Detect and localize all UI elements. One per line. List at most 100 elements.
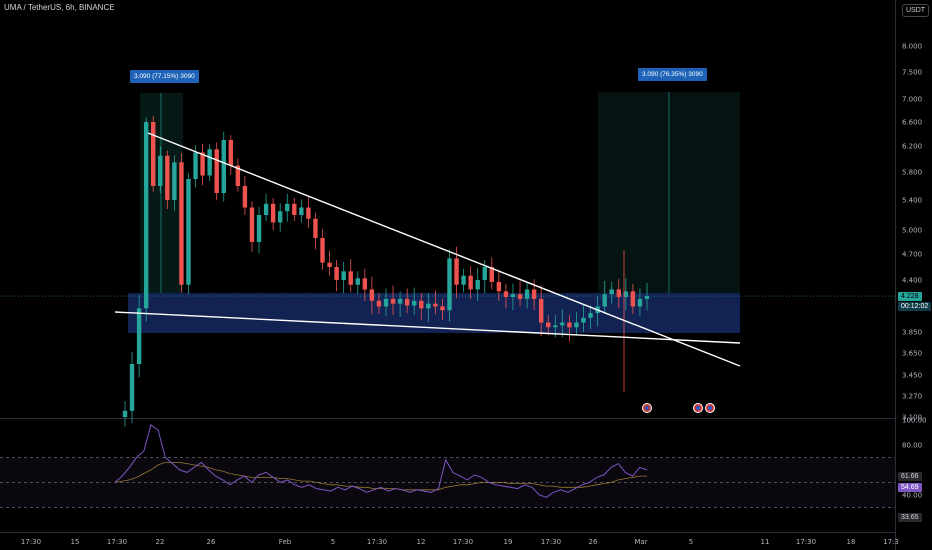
candle [419, 300, 424, 309]
candle [553, 325, 558, 328]
candle [574, 322, 579, 328]
candle [468, 275, 473, 290]
candle [179, 162, 184, 285]
candle [383, 298, 389, 307]
candle [581, 317, 586, 323]
candle [567, 322, 572, 328]
candle [235, 165, 241, 186]
time-tick-label: 17:30 [541, 538, 561, 546]
time-tick-label: 12 [417, 538, 426, 546]
price-tick-label: 4.700 [902, 251, 922, 259]
candle [334, 267, 339, 280]
candle [158, 155, 163, 186]
candle [228, 140, 234, 166]
rsi-ma-line [114, 461, 647, 491]
candle [644, 296, 650, 299]
price-tick-label: 4.400 [902, 277, 922, 285]
us-flag-icon[interactable] [642, 403, 652, 413]
candle [602, 294, 607, 307]
time-tick-label: 17:3 [883, 538, 899, 546]
candle [482, 267, 487, 280]
candle [524, 289, 530, 299]
candle [207, 149, 212, 176]
candle [151, 122, 156, 186]
candle [277, 211, 283, 223]
candle [327, 262, 332, 267]
rsi-line [114, 424, 648, 498]
candle [221, 140, 226, 193]
price-tick-label: 3.100 [902, 414, 922, 422]
candle [129, 364, 135, 411]
time-tick-label: 17:30 [796, 538, 816, 546]
price-scale-border [895, 0, 896, 550]
time-tick-label: 17:30 [21, 538, 41, 546]
price-tick-label: 5.000 [902, 227, 922, 235]
candle [630, 291, 636, 307]
candle [249, 207, 255, 242]
time-tick-label: 15 [71, 538, 80, 546]
candle [172, 162, 177, 200]
rsi-tick-label: 80.00 [902, 441, 922, 449]
candle [517, 294, 523, 299]
time-tick-label: 18 [847, 538, 856, 546]
time-tick-label: Feb [279, 538, 292, 546]
candle [404, 298, 410, 306]
candle [299, 207, 304, 215]
candle [320, 238, 325, 263]
rsi-ma-badge: 54.69 [898, 483, 922, 492]
time-tick-label: 17:30 [367, 538, 387, 546]
candle [341, 271, 346, 280]
candle [292, 203, 297, 215]
time-tick-label: 26 [589, 538, 598, 546]
price-tick-label: 7.500 [902, 69, 922, 77]
time-tick-label: Mar [634, 538, 647, 546]
candle [143, 122, 149, 309]
candle [263, 203, 269, 215]
us-flag-icon[interactable] [705, 403, 715, 413]
price-tick-label: 3.270 [902, 393, 922, 401]
trendline-support [114, 311, 741, 344]
current-price-badge: 4.228 [898, 292, 922, 301]
candle [503, 291, 509, 298]
time-tick-label: 17:30 [107, 538, 127, 546]
candle [256, 215, 262, 242]
chart-title: UMA / TetherUS, 6h, BINANCE [4, 3, 115, 12]
candle [475, 280, 480, 290]
price-tick-label: 3.850 [902, 329, 922, 337]
measure-label-left: 3.090 (77.15%) 3090 [130, 70, 199, 83]
price-tick-label: 5.400 [902, 197, 922, 205]
currency-button[interactable]: USDT [902, 4, 930, 17]
time-tick-label: 17:30 [453, 538, 473, 546]
candle [369, 289, 375, 301]
candle [440, 306, 445, 311]
candle [193, 152, 198, 179]
candle [390, 298, 396, 304]
price-tick-label: 6.600 [902, 119, 922, 127]
rsi-low-badge: 33.65 [898, 513, 922, 522]
candle [165, 155, 170, 200]
candle [397, 298, 403, 304]
price-tick-label: 7.000 [902, 96, 922, 104]
candle [200, 152, 205, 176]
time-tick-label: 11 [761, 538, 770, 546]
candle [362, 278, 368, 290]
candle [122, 410, 128, 417]
candle [348, 271, 353, 285]
candle [616, 289, 621, 298]
candle [186, 179, 191, 285]
pane-separator [0, 418, 895, 419]
candle [531, 289, 537, 299]
candle [447, 258, 452, 311]
candle [496, 281, 502, 292]
price-tick-label: 3.450 [902, 372, 922, 380]
us-flag-icon[interactable] [693, 403, 703, 413]
candle [285, 203, 290, 212]
candle [461, 275, 466, 285]
time-tick-label: 19 [504, 538, 513, 546]
time-tick-label: 5 [689, 538, 693, 546]
candle [136, 308, 142, 364]
time-tick-label: 5 [331, 538, 335, 546]
candle [412, 300, 417, 306]
demand-zone [128, 293, 740, 333]
